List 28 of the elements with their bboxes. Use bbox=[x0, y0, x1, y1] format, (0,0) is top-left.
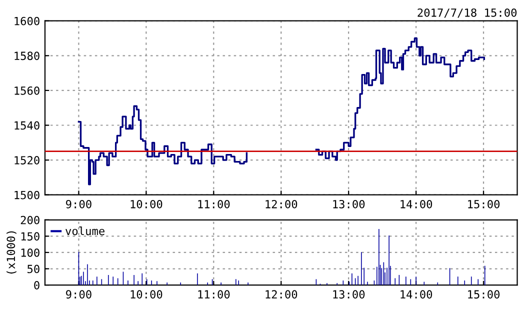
y-tick-label: 1580 bbox=[14, 52, 40, 60]
y-axis-title: (x1000) bbox=[6, 231, 16, 274]
x-tick-label: 11:00 bbox=[198, 290, 230, 299]
y-tick-label: 1520 bbox=[14, 156, 40, 164]
x-tick-label: 9:00 bbox=[66, 200, 92, 208]
x-tick-label: 10:00 bbox=[130, 200, 162, 208]
x-tick-label: 13:00 bbox=[333, 290, 365, 299]
x-tick-label: 9:00 bbox=[66, 290, 92, 299]
y-tick-label: 200 bbox=[20, 216, 40, 224]
x-tick-label: 13:00 bbox=[333, 200, 365, 208]
y-tick-label: 1600 bbox=[14, 16, 40, 26]
x-tick-label: 14:00 bbox=[400, 290, 432, 299]
y-tick-label: 100 bbox=[21, 248, 40, 257]
x-tick-label: 12:00 bbox=[266, 200, 298, 208]
x-tick-label: 15:00 bbox=[468, 200, 500, 208]
y-tick-label: 1560 bbox=[14, 86, 40, 95]
legend-label: volume bbox=[66, 226, 104, 236]
x-tick-label: 14:00 bbox=[400, 200, 432, 208]
y-tick-label: 1540 bbox=[14, 121, 40, 130]
x-tick-label: 11:00 bbox=[198, 200, 230, 208]
y-tick-label: 1500 bbox=[14, 190, 40, 200]
y-tick-label: 150 bbox=[21, 232, 40, 241]
y-tick-label: 0 bbox=[34, 281, 40, 290]
x-tick-label: 15:00 bbox=[468, 290, 500, 299]
x-tick-label: 10:00 bbox=[130, 290, 162, 299]
chart-subtitle: 2017/7/18 15:00 bbox=[418, 8, 517, 18]
y-tick-label: 50 bbox=[28, 264, 40, 274]
x-tick-label: 12:00 bbox=[266, 290, 298, 299]
